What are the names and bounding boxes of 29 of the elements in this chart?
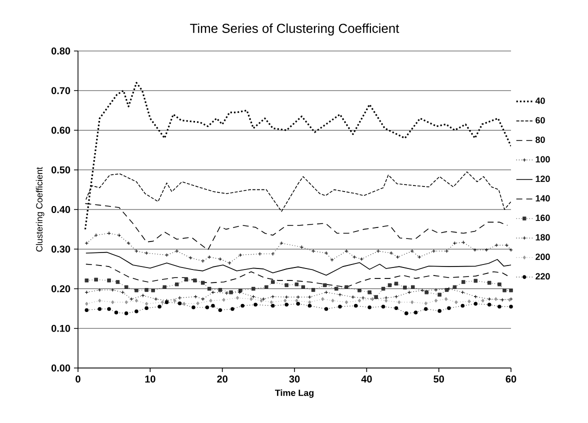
y-tick-label: 0.00 [51, 364, 70, 372]
y-tick-label: 0.10 [51, 324, 70, 332]
x-tick-label: 10 [145, 376, 156, 383]
legend-label: 200 [536, 254, 550, 260]
y-tick-label: 0.40 [51, 206, 70, 214]
y-tick-label: 0.70 [51, 87, 70, 94]
x-tick-label: 30 [289, 376, 300, 383]
x-tick-label: 60 [506, 376, 516, 383]
chart-title: Time Series of Clustering Coefficient [190, 23, 400, 36]
x-axis-title: Time Lag [274, 389, 314, 398]
y-tick-label: 0.20 [51, 285, 70, 292]
legend-label: 160 [536, 214, 550, 221]
y-tick-label: 0.30 [51, 246, 70, 253]
y-tick-label: 0.50 [51, 166, 70, 174]
legend-label: 180 [536, 234, 550, 240]
x-tick-label: 20 [217, 376, 228, 383]
x-tick-label: 50 [434, 376, 444, 383]
y-tick-label: 0.60 [51, 126, 70, 134]
y-tick-label: 0.80 [51, 47, 70, 55]
legend-label: 220 [536, 273, 550, 280]
legend-label: 60 [536, 117, 545, 124]
legend-label: 100 [536, 156, 550, 162]
x-tick-label: 0 [76, 376, 80, 383]
legend-label: 120 [536, 176, 550, 182]
y-axis-title: Clustering Coefficient [36, 167, 44, 252]
legend-label: 40 [535, 98, 545, 104]
x-tick-label: 40 [361, 376, 372, 383]
legend-label: 80 [536, 136, 545, 143]
legend-label: 140 [536, 195, 550, 202]
